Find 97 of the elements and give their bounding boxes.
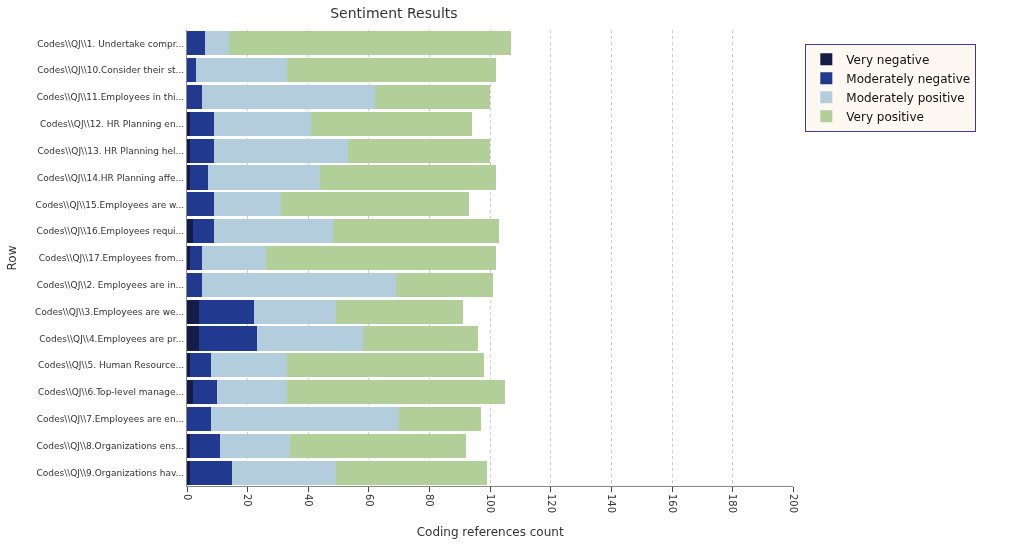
bar — [190, 138, 215, 163]
bar — [187, 460, 191, 485]
bar — [187, 58, 197, 83]
y-tick-label: Codes\\QJ\\2. Employees are in... — [36, 279, 185, 290]
y-tick-label: Codes\\QJ\\17.Employees from... — [38, 253, 185, 264]
y-tick-label: Codes\\QJ\\3.Employees are we... — [35, 306, 185, 317]
bar — [280, 192, 469, 217]
bar — [187, 165, 191, 190]
x-tick-label: 160 — [666, 494, 678, 514]
bar — [187, 353, 191, 378]
bar — [187, 326, 200, 351]
bar — [187, 299, 200, 324]
bar — [214, 219, 333, 244]
legend-label: Moderately positive — [846, 90, 965, 105]
y-tick-label: Codes\\QJ\\6.Top-level manage... — [37, 387, 185, 398]
bar — [220, 433, 291, 458]
bar — [190, 165, 209, 190]
bar — [193, 380, 218, 405]
x-tick-label: 200 — [788, 494, 800, 514]
legend-label: Moderately negative — [846, 71, 971, 86]
bar — [335, 460, 488, 485]
bar — [287, 58, 497, 83]
bar — [214, 138, 348, 163]
x-tick-label: 80 — [424, 494, 436, 507]
y-tick-label: Codes\\QJ\\16.Employees requi... — [36, 226, 185, 237]
bar — [202, 245, 266, 271]
legend-label: Very positive — [846, 109, 924, 124]
bar — [214, 192, 281, 217]
y-tick-label: Codes\\QJ\\15.Employees are w... — [35, 199, 185, 210]
bar — [320, 165, 497, 190]
bar — [187, 406, 212, 432]
bar — [187, 272, 203, 297]
bar — [232, 460, 336, 485]
y-axis-title: Row — [5, 245, 20, 271]
bar — [229, 31, 512, 56]
x-tick-label: 40 — [303, 494, 314, 507]
bar — [187, 219, 194, 244]
bar — [217, 380, 288, 405]
bar — [214, 111, 312, 136]
bar — [265, 245, 497, 271]
y-tick-label: Codes\\QJ\\14.HR Planning affe... — [36, 172, 185, 183]
y-tick-label: Codes\\QJ\\4.Employees are pr... — [39, 333, 185, 344]
x-tick-label: 20 — [242, 494, 254, 507]
bar — [253, 299, 336, 324]
bar — [199, 299, 254, 324]
bar — [287, 380, 506, 405]
bar — [187, 84, 203, 110]
y-tick-label: Codes\\QJ\\5. Human Resource... — [37, 360, 185, 371]
bar — [290, 433, 466, 458]
bar — [287, 353, 485, 378]
y-tick-label: Codes\\QJ\\8.Organizations ens... — [36, 440, 185, 451]
bar — [211, 406, 400, 432]
bar — [190, 353, 212, 378]
bar — [362, 326, 479, 351]
bar — [187, 380, 194, 405]
bar — [187, 138, 191, 163]
bar — [332, 219, 500, 244]
x-axis-title: Coding references count — [416, 524, 564, 539]
x-tick-label: 120 — [545, 494, 557, 514]
x-tick-label: 0 — [181, 494, 193, 501]
y-tick-label: Codes\\QJ\\7.Employees are en... — [36, 414, 185, 425]
bar — [202, 84, 375, 110]
x-tick-label: 100 — [484, 494, 496, 514]
y-tick-label: Codes\\QJ\\1. Undertake compr... — [37, 38, 185, 49]
bar — [187, 433, 191, 458]
bar — [374, 84, 491, 110]
bar — [202, 272, 397, 297]
bar — [399, 406, 482, 432]
bar — [193, 219, 215, 244]
chart-title: Sentiment Results — [330, 5, 458, 22]
bar — [205, 31, 230, 56]
bar — [311, 111, 472, 136]
y-tick-label: Codes\\QJ\\13. HR Planning hel... — [37, 145, 185, 156]
x-tick-label: 180 — [727, 494, 739, 514]
bar — [190, 460, 233, 485]
bar — [347, 138, 491, 163]
y-tick-label: Codes\\QJ\\11.Employees in thi... — [36, 92, 185, 103]
bar — [190, 111, 215, 136]
x-tick-label: 140 — [606, 494, 618, 514]
bar — [208, 165, 321, 190]
y-tick-label: Codes\\QJ\\9.Organizations hav... — [36, 467, 185, 478]
bar — [256, 326, 363, 351]
bar — [187, 31, 206, 56]
x-tick-label: 60 — [363, 494, 375, 507]
y-tick-label: Codes\\QJ\\10.Consider their st... — [37, 65, 185, 76]
bar — [187, 245, 191, 271]
bar — [211, 353, 288, 378]
bar — [199, 326, 257, 351]
legend-label: Very negative — [846, 52, 930, 67]
bar — [190, 245, 203, 271]
bar — [190, 433, 221, 458]
bar — [187, 111, 191, 136]
bar — [196, 58, 288, 83]
bar — [396, 272, 494, 297]
bar — [335, 299, 463, 324]
y-tick-label: Codes\\QJ\\12. HR Planning en... — [40, 119, 185, 130]
bar — [187, 192, 215, 217]
